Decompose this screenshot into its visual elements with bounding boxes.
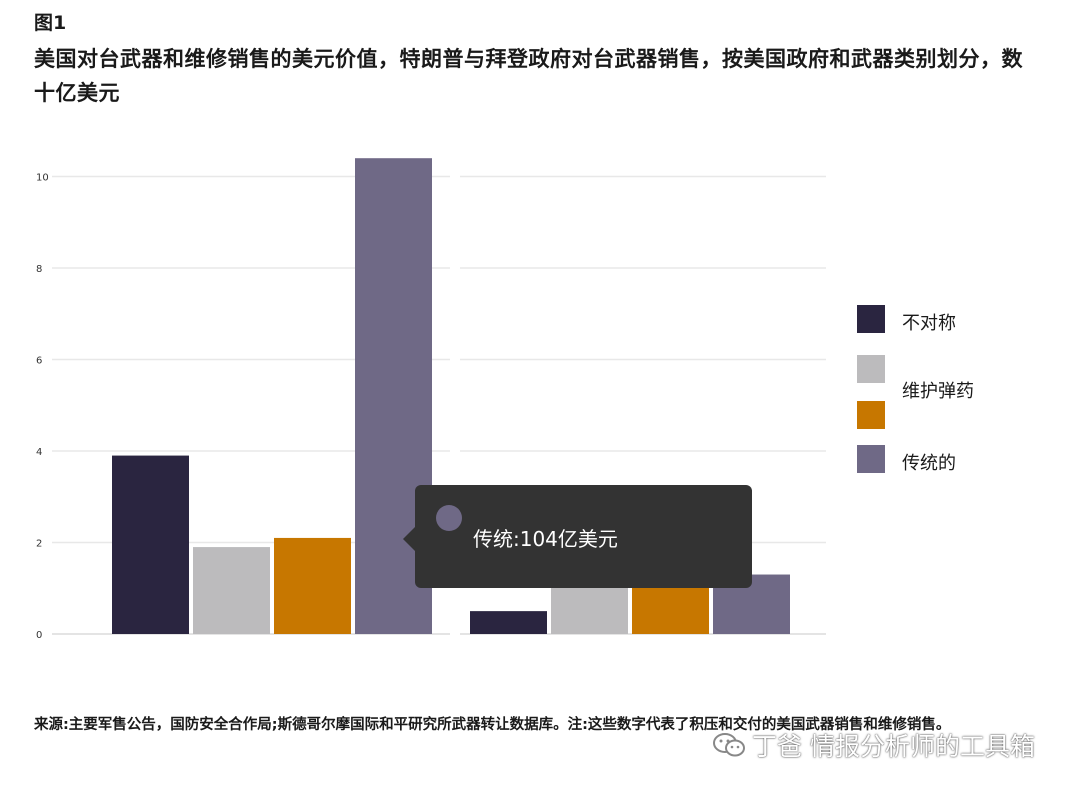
legend-item-asymmetric[interactable]: 不对称 [857, 305, 956, 334]
bar[interactable] [112, 455, 189, 634]
y-tick-label: 10 [36, 173, 49, 184]
y-tick-label: 0 [36, 630, 42, 641]
figure-label: 图1 [34, 12, 67, 34]
legend-swatch [857, 305, 885, 333]
legend-swatch [857, 445, 885, 473]
chart-title: 美国对台武器和维修销售的美元价值，特朗普与拜登政府对台武器销售，按美国政府和武器… [34, 47, 1023, 105]
legend-label: 不对称 [902, 313, 956, 334]
tooltip-series-dot [436, 505, 462, 531]
y-tick-label: 6 [36, 356, 42, 367]
legend-swatch [857, 401, 885, 429]
legend-label: 维护弹药 [902, 381, 974, 402]
legend-item-maintenance[interactable]: 维护弹药 [857, 355, 974, 402]
y-tick-label: 4 [36, 447, 42, 458]
source-note: 来源:主要军售公告，国防安全合作局;斯德哥尔摩国际和平研究所武器转让数据库。注:… [34, 717, 951, 733]
bar[interactable] [193, 547, 270, 634]
watermark-text: 丁爸 情报分析师的工具箱 [752, 732, 1035, 761]
tooltip: 传统:104亿美元 [403, 485, 752, 588]
legend-item-conventional[interactable]: 传统的 [857, 445, 956, 474]
legend-label: 传统的 [902, 453, 956, 474]
y-tick-label: 2 [36, 539, 42, 550]
watermark: 丁爸 情报分析师的工具箱 [712, 727, 1035, 763]
legend-swatch [857, 355, 885, 383]
legend-item-orange[interactable] [857, 401, 885, 429]
tooltip-text: 传统:104亿美元 [473, 527, 618, 551]
y-tick-label: 8 [36, 264, 42, 275]
wechat-icon [713, 733, 745, 757]
bar[interactable] [470, 611, 547, 634]
bar[interactable] [274, 537, 351, 634]
